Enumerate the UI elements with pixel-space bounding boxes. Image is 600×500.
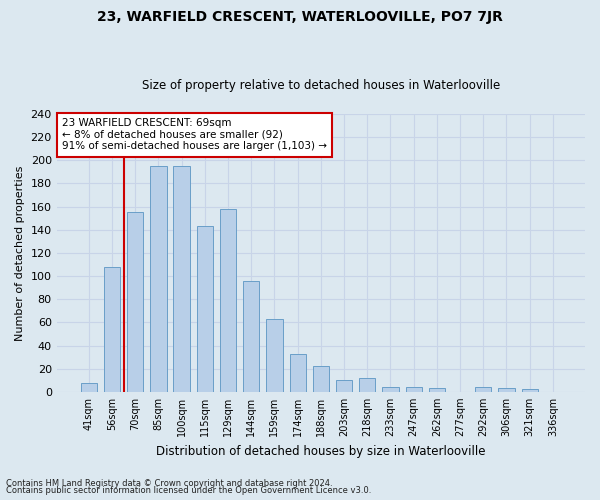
Bar — [290, 354, 306, 392]
Bar — [313, 366, 329, 392]
Bar — [266, 319, 283, 392]
Bar — [475, 387, 491, 392]
X-axis label: Distribution of detached houses by size in Waterlooville: Distribution of detached houses by size … — [156, 444, 485, 458]
Bar — [359, 378, 376, 392]
Text: 23, WARFIELD CRESCENT, WATERLOOVILLE, PO7 7JR: 23, WARFIELD CRESCENT, WATERLOOVILLE, PO… — [97, 10, 503, 24]
Y-axis label: Number of detached properties: Number of detached properties — [15, 165, 25, 340]
Bar — [197, 226, 213, 392]
Title: Size of property relative to detached houses in Waterlooville: Size of property relative to detached ho… — [142, 79, 500, 92]
Text: Contains HM Land Registry data © Crown copyright and database right 2024.: Contains HM Land Registry data © Crown c… — [6, 478, 332, 488]
Bar — [499, 388, 515, 392]
Bar — [173, 166, 190, 392]
Bar — [243, 280, 259, 392]
Bar — [406, 387, 422, 392]
Bar — [127, 212, 143, 392]
Bar — [521, 390, 538, 392]
Bar — [220, 209, 236, 392]
Bar — [80, 382, 97, 392]
Bar — [104, 267, 120, 392]
Bar — [336, 380, 352, 392]
Bar — [150, 166, 167, 392]
Text: Contains public sector information licensed under the Open Government Licence v3: Contains public sector information licen… — [6, 486, 371, 495]
Bar — [429, 388, 445, 392]
Bar — [382, 387, 398, 392]
Text: 23 WARFIELD CRESCENT: 69sqm
← 8% of detached houses are smaller (92)
91% of semi: 23 WARFIELD CRESCENT: 69sqm ← 8% of deta… — [62, 118, 327, 152]
